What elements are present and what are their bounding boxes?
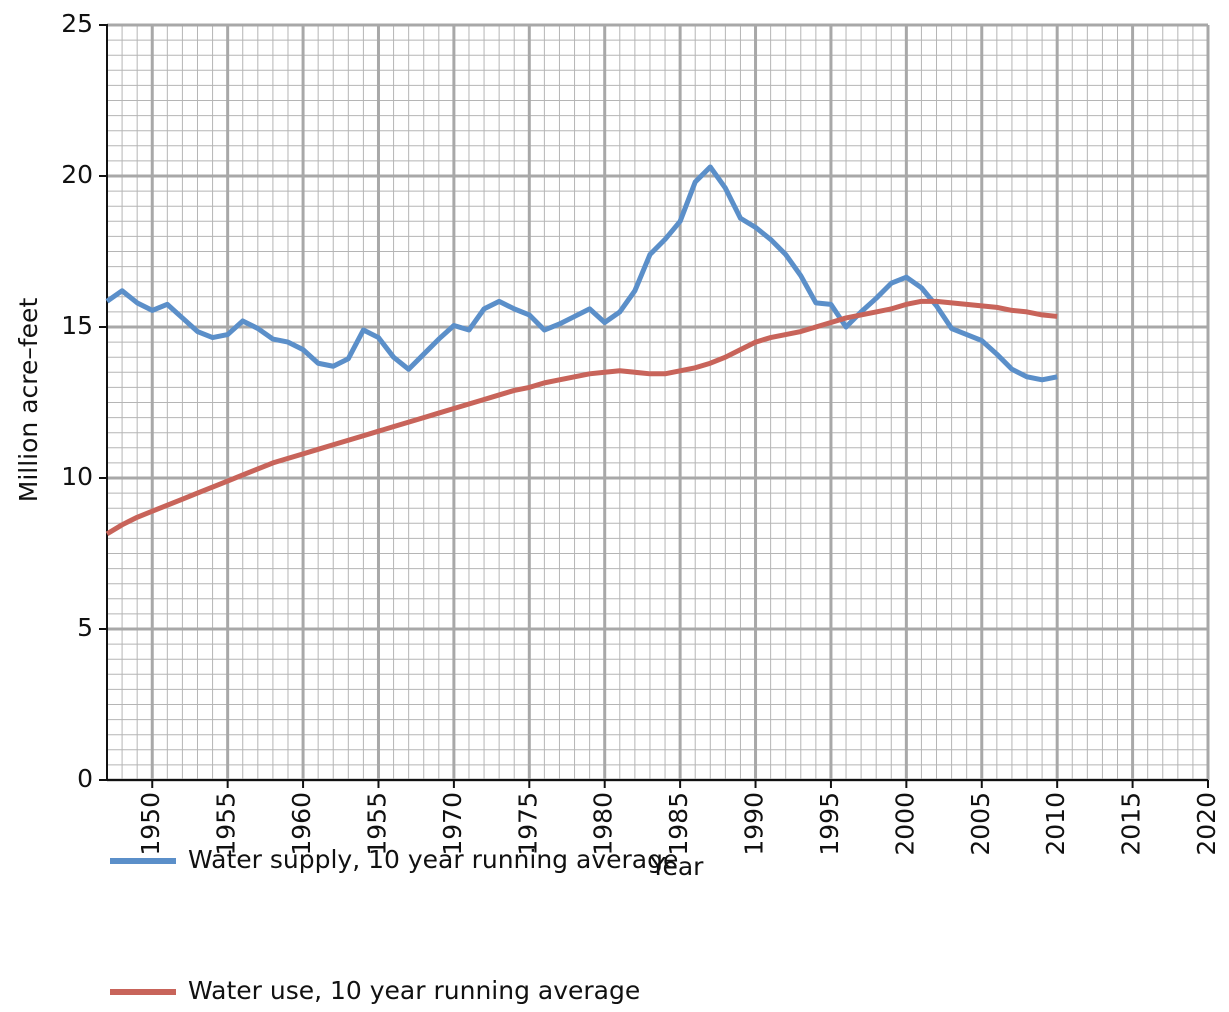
legend-label: Water supply, 10 year running average xyxy=(188,845,678,874)
x-tick-label: 1975 xyxy=(513,792,542,856)
x-tick-label: 1985 xyxy=(664,792,693,856)
x-tick-label: 1955 xyxy=(362,792,391,856)
x-tick-label: 1950 xyxy=(136,792,165,856)
x-tick-label: 1960 xyxy=(287,792,316,856)
y-tick-label: 20 xyxy=(61,160,93,189)
y-tick-label: 0 xyxy=(77,764,93,793)
y-tick-label: 10 xyxy=(61,462,93,491)
x-tick-label: 2005 xyxy=(966,792,995,856)
x-tick-label: 1955 xyxy=(212,792,241,856)
x-tick-label: 1980 xyxy=(589,792,618,856)
x-tick-label: 2010 xyxy=(1041,792,1070,856)
x-axis-title: Year xyxy=(650,852,705,881)
x-tick-label: 1970 xyxy=(438,792,467,856)
x-tick-label: 1995 xyxy=(815,792,844,856)
x-tick-label: 2015 xyxy=(1117,792,1146,856)
y-axis-title: Million acre–feet xyxy=(14,298,43,503)
x-tick-label: 2020 xyxy=(1192,792,1221,856)
y-tick-label: 25 xyxy=(61,9,93,38)
y-tick-label: 15 xyxy=(61,311,93,340)
x-tick-label: 1990 xyxy=(740,792,769,856)
y-tick-label: 5 xyxy=(77,613,93,642)
series-line xyxy=(105,164,1058,383)
x-tick-label: 2000 xyxy=(890,792,919,856)
legend-label: Water use, 10 year running average xyxy=(188,976,640,1005)
series-line xyxy=(105,298,1058,537)
